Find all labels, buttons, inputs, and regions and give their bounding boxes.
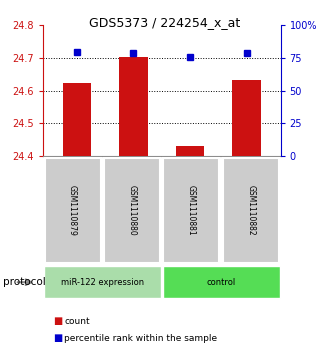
- Text: protocol: protocol: [3, 277, 46, 287]
- Text: GSM1110880: GSM1110880: [127, 185, 137, 236]
- Text: GSM1110879: GSM1110879: [68, 185, 77, 236]
- Bar: [176, 146, 204, 156]
- Text: control: control: [207, 278, 236, 287]
- Text: miR-122 expression: miR-122 expression: [61, 278, 144, 287]
- Text: count: count: [64, 317, 90, 326]
- Text: GSM1110882: GSM1110882: [246, 185, 255, 236]
- Bar: [119, 57, 148, 156]
- Text: percentile rank within the sample: percentile rank within the sample: [64, 334, 217, 343]
- Bar: [63, 83, 91, 156]
- Text: ■: ■: [53, 316, 62, 326]
- Bar: [232, 79, 261, 156]
- Text: GDS5373 / 224254_x_at: GDS5373 / 224254_x_at: [89, 16, 241, 29]
- Text: ■: ■: [53, 333, 62, 343]
- Text: GSM1110881: GSM1110881: [187, 185, 196, 236]
